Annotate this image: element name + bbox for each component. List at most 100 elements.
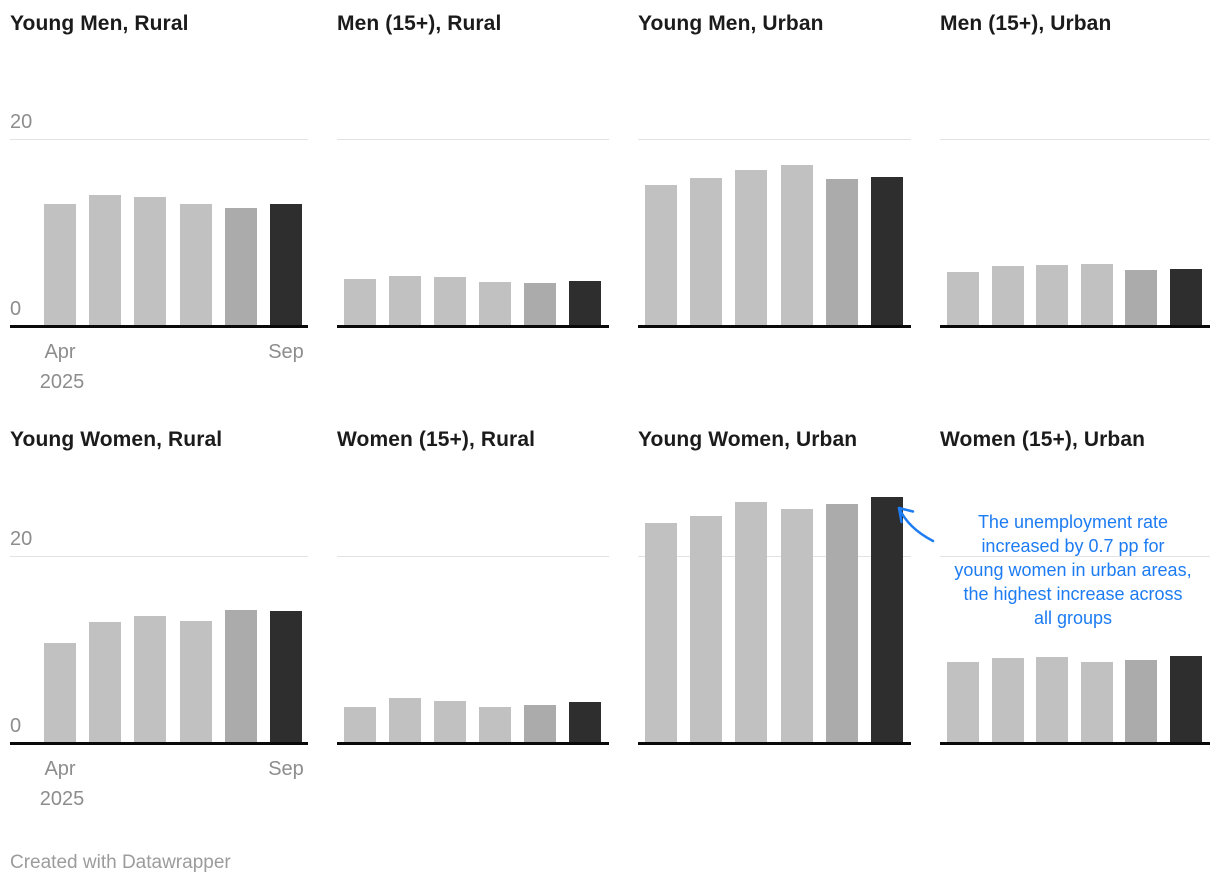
- bars-group: [645, 8, 903, 325]
- panel-women-15-urban: Women (15+), Urban: [940, 424, 1210, 874]
- bar-sep-2025[interactable]: [1169, 656, 1202, 742]
- annotation-line: young women in urban areas,: [954, 560, 1192, 580]
- y-tick-label-0: 0: [10, 715, 22, 737]
- x-axis-line: [940, 325, 1210, 328]
- bar-aug-2025[interactable]: [1125, 660, 1158, 742]
- bars-group: [947, 8, 1202, 325]
- bar-may-2025[interactable]: [690, 516, 723, 742]
- gridline-20: [638, 556, 911, 557]
- bar-jun-2025[interactable]: [134, 616, 167, 742]
- bar-apr-2025[interactable]: [344, 279, 376, 325]
- small-multiples-grid: Young Men, Rural 20 0 Apr 2025 Sep Men (15+), …: [10, 8, 1210, 874]
- bar-apr-2025[interactable]: [44, 204, 76, 325]
- x-tick-label-apr: Apr: [44, 758, 76, 780]
- chart-title: Women (15+), Rural: [337, 428, 536, 451]
- bar-may-2025[interactable]: [389, 698, 421, 742]
- bar-jul-2025[interactable]: [479, 707, 511, 742]
- x-tick-label-apr: Apr: [44, 341, 76, 363]
- bar-may-2025[interactable]: [389, 276, 421, 325]
- bar-apr-2025[interactable]: [344, 707, 376, 742]
- panel-young-women-rural: Young Women, Rural 20 0 Apr 2025 Sep: [10, 424, 308, 874]
- x-axis-line: [337, 325, 609, 328]
- chart-title: Young Men, Urban: [638, 12, 824, 35]
- bar-sep-2025[interactable]: [870, 177, 903, 325]
- annotation-line: increased by 0.7 pp for: [981, 536, 1165, 556]
- y-tick-label-20: 20: [10, 111, 33, 133]
- x-axis-line: [10, 325, 308, 328]
- gridline-20: [337, 556, 609, 557]
- annotation-line: The unemployment rate: [977, 512, 1169, 532]
- chart-title: Young Women, Rural: [10, 428, 223, 451]
- bar-aug-2025[interactable]: [825, 504, 858, 742]
- bar-sep-2025[interactable]: [870, 497, 903, 742]
- bar-sep-2025[interactable]: [1169, 269, 1202, 325]
- bar-jun-2025[interactable]: [1036, 657, 1069, 742]
- x-axis-line: [638, 325, 911, 328]
- bar-aug-2025[interactable]: [224, 610, 257, 742]
- panel-men-15-urban: Men (15+), Urban: [940, 8, 1210, 424]
- bar-jul-2025[interactable]: [780, 509, 813, 742]
- bar-may-2025[interactable]: [991, 266, 1024, 325]
- bar-apr-2025[interactable]: [947, 272, 979, 325]
- gridline-20: [10, 556, 308, 557]
- bar-aug-2025[interactable]: [524, 705, 556, 742]
- bar-jul-2025[interactable]: [1080, 264, 1113, 325]
- bar-aug-2025[interactable]: [1125, 270, 1158, 325]
- bar-jul-2025[interactable]: [479, 282, 511, 325]
- bar-sep-2025[interactable]: [269, 611, 302, 742]
- panel-young-men-rural: Young Men, Rural 20 0 Apr 2025 Sep: [10, 8, 308, 424]
- bar-may-2025[interactable]: [991, 658, 1024, 742]
- gridline-20: [337, 139, 609, 140]
- bar-aug-2025[interactable]: [224, 208, 257, 325]
- bar-sep-2025[interactable]: [569, 702, 601, 742]
- bar-jun-2025[interactable]: [735, 170, 768, 325]
- bar-jun-2025[interactable]: [434, 277, 466, 325]
- bar-apr-2025[interactable]: [645, 185, 677, 325]
- x-axis-line: [337, 742, 609, 745]
- bars-group: [645, 424, 903, 742]
- bar-apr-2025[interactable]: [645, 523, 677, 742]
- panel-men-15-rural: Men (15+), Rural: [337, 8, 609, 424]
- panel-young-women-urban: Young Women, Urban: [638, 424, 911, 874]
- bar-jul-2025[interactable]: [179, 204, 212, 325]
- bar-apr-2025[interactable]: [44, 643, 76, 742]
- x-tick-label-year: 2025: [39, 371, 85, 393]
- panel-women-15-rural: Women (15+), Rural: [337, 424, 609, 874]
- bars-group: [344, 424, 601, 742]
- x-axis-line: [940, 742, 1210, 745]
- annotation-line: the highest increase across: [963, 584, 1183, 604]
- bars-group: [44, 8, 302, 325]
- bar-jun-2025[interactable]: [134, 197, 167, 325]
- x-tick-label-sep: Sep: [268, 341, 304, 363]
- annotation-text: The unemployment rate increased by 0.7 p…: [941, 510, 1205, 630]
- bar-jul-2025[interactable]: [179, 621, 212, 742]
- bar-aug-2025[interactable]: [524, 283, 556, 325]
- bar-apr-2025[interactable]: [947, 662, 979, 742]
- bars-group: [344, 8, 601, 325]
- bar-may-2025[interactable]: [89, 195, 122, 325]
- annotation-line: all groups: [1033, 608, 1113, 628]
- x-tick-label-year: 2025: [39, 788, 85, 810]
- datawrapper-attribution-link[interactable]: Created with Datawrapper: [10, 852, 231, 873]
- gridline-20: [638, 139, 911, 140]
- bar-jun-2025[interactable]: [434, 701, 466, 742]
- bar-may-2025[interactable]: [690, 178, 723, 325]
- chart-title: Women (15+), Urban: [940, 428, 1146, 451]
- gridline-20: [940, 556, 1210, 557]
- bar-may-2025[interactable]: [89, 622, 122, 742]
- bar-sep-2025[interactable]: [269, 204, 302, 325]
- chart-title: Young Men, Rural: [10, 12, 189, 35]
- chart-title: Men (15+), Rural: [337, 12, 502, 35]
- bar-jul-2025[interactable]: [1080, 662, 1113, 742]
- chart-title: Young Women, Urban: [638, 428, 858, 451]
- bar-aug-2025[interactable]: [825, 179, 858, 325]
- bar-jun-2025[interactable]: [735, 502, 768, 742]
- bar-jul-2025[interactable]: [780, 165, 813, 325]
- x-axis-line: [10, 742, 308, 745]
- y-tick-label-20: 20: [10, 528, 33, 550]
- bar-sep-2025[interactable]: [569, 281, 601, 325]
- bar-jun-2025[interactable]: [1036, 265, 1069, 325]
- x-tick-label-sep: Sep: [268, 758, 304, 780]
- gridline-20: [940, 139, 1210, 140]
- bars-group: [947, 424, 1202, 742]
